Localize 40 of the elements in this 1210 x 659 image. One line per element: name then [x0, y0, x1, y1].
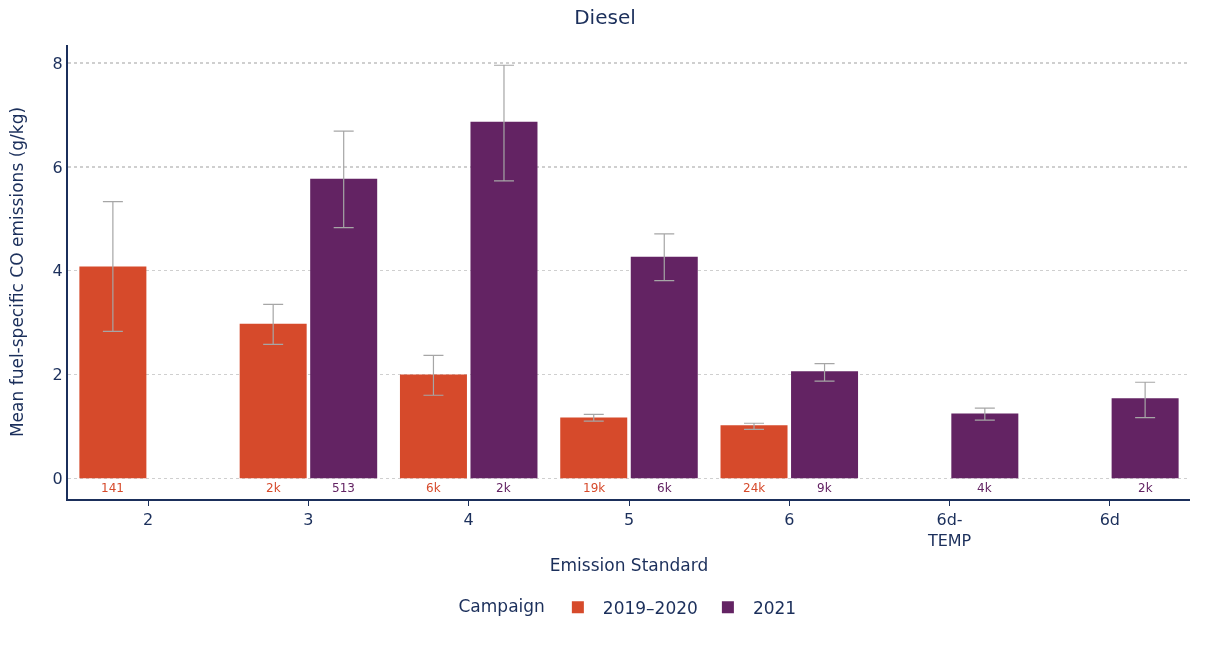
bar [239, 323, 307, 479]
y-tick-label: 6 [52, 157, 63, 177]
x-tick-label: 5 [623, 510, 635, 530]
bar [951, 413, 1019, 479]
y-axis-title: Mean fuel-specific CO emissions (g/kg) [7, 106, 27, 438]
bar [630, 256, 698, 479]
x-tick-label: 4 [463, 510, 474, 530]
y-tick-label: 4 [52, 261, 63, 281]
bar [720, 425, 788, 479]
x-tick-label: 6d [1099, 510, 1121, 530]
legend-label: 2021 [752, 597, 797, 618]
x-tick-label: 2 [143, 510, 154, 530]
bar [470, 121, 538, 479]
y-tick-label: 2 [52, 365, 63, 385]
x-tick-label: 6 [784, 510, 795, 530]
bar [1111, 398, 1179, 479]
y-tick-label: 8 [52, 53, 63, 73]
annotation: 2k [496, 481, 511, 495]
annotation: 6k [657, 481, 672, 495]
annotation: 6k [426, 481, 441, 495]
legend-label: 2019–2020 [602, 597, 698, 618]
annotation: 2k [266, 481, 281, 495]
bar [791, 371, 859, 479]
bar [79, 266, 147, 479]
annotation: 4k [977, 481, 992, 495]
bar [560, 417, 628, 479]
annotation: 19k [583, 481, 606, 495]
annotation: 2k [1138, 481, 1153, 495]
bar [310, 178, 378, 479]
annotation: 24k [743, 481, 766, 495]
bar [399, 374, 467, 479]
y-tick-label: 0 [52, 468, 63, 488]
x-axis-title: Emission Standard [549, 554, 709, 575]
annotation: 141 [101, 481, 124, 495]
x-tick-label: 3 [303, 510, 314, 530]
x-tick-label: 6d- TEMP [926, 510, 972, 550]
legend-title: Campaign [458, 595, 545, 616]
chart-title: Diesel [574, 4, 636, 29]
annotation: 9k [817, 481, 832, 495]
annotation: 513 [332, 481, 355, 495]
